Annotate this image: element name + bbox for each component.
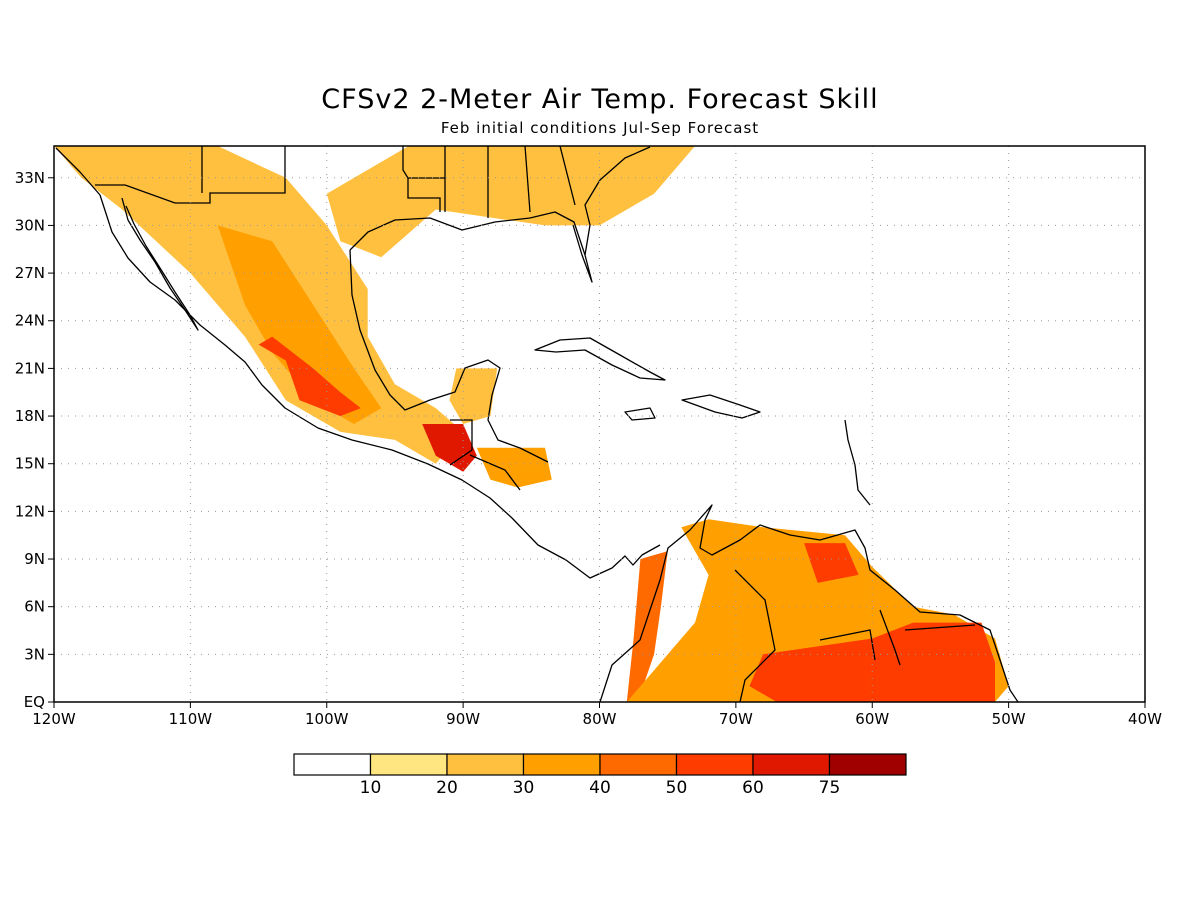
y-tick-label: 3N [24,645,45,663]
y-tick-label: 15N [15,455,45,473]
y-tick-label: EQ [24,693,45,711]
map-title: CFSv2 2-Meter Air Temp. Forecast Skill [321,84,879,115]
x-tick-label: 110W [169,710,213,728]
x-tick-label: 100W [305,710,349,728]
coastline-lesser-antilles [844,419,871,506]
coastline-gulf-of-mexico [349,211,593,463]
skill-region-mexico-west-coast [258,336,361,417]
x-tick-label: 80W [583,710,617,728]
y-tick-label: 33N [15,169,45,187]
y-tick-label: 9N [24,550,45,568]
y-tick-label: 27N [15,264,45,282]
colorbar-label: 20 [436,778,458,798]
longitude-labels: 120W 110W 100W 90W 80W 70W 60W 50W 40W [32,710,1162,728]
x-tick-label: 60W [855,710,889,728]
skill-region-guianas-amazon-core [749,622,995,702]
us-state-borders [402,146,576,218]
skill-region-us-southeast [326,146,695,258]
y-tick-label: 6N [24,598,45,616]
colorbar-label: 50 [666,778,688,798]
y-tick-label: 30N [15,216,45,234]
us-mexico-border [95,146,286,204]
coastline-jamaica [624,407,656,421]
y-tick-label: 18N [15,407,45,425]
coastline-hispaniola [681,394,761,419]
colorbar-label: 75 [819,778,841,798]
colorbar-swatch [828,753,907,776]
colorbar-swatch [599,753,678,776]
map-subtitle: Feb initial conditions Jul-Sep Forecast [440,119,760,137]
y-tick-label: 21N [15,359,45,377]
coastline-layer [55,146,1019,702]
latitude-labels: EQ 3N 6N 9N 12N 15N 18N 21N 24N 27N 30N 33N [15,169,45,711]
coastline-us-atlantic [584,146,651,256]
country-border-layer [95,146,976,702]
colorbar-swatch [446,753,525,776]
skill-region-yucatan [449,368,498,424]
coastline-mexico-pacific [55,147,661,579]
y-tick-label: 12N [15,502,45,520]
axis-ticks [48,177,1146,708]
x-tick-label: 90W [446,710,480,728]
x-tick-label: 40W [1128,710,1162,728]
colorbar-swatch [293,753,372,776]
colorbar-swatch [369,753,448,776]
x-tick-label: 50W [992,710,1026,728]
colorbar-swatch [675,753,754,776]
coastline-cuba [534,337,666,381]
x-tick-label: 70W [719,710,753,728]
skill-region-guatemala [422,424,477,472]
skill-shading-layer [54,146,1009,702]
y-tick-label: 24N [15,312,45,330]
colorbar-label: 30 [513,778,535,798]
colorbar-swatch [752,753,831,776]
colorbar: 10 20 30 40 50 60 75 [293,753,907,798]
skill-region-venezuela-east-core [804,543,859,583]
coastline-south-america-north [599,504,1019,702]
coastline-baja-california [121,197,199,331]
skill-region-mexico-interior [217,225,382,424]
skill-region-honduras [476,447,552,488]
colorbar-label: 40 [589,778,611,798]
central-america-borders [449,419,521,491]
colorbar-label: 10 [360,778,382,798]
colorbar-label: 60 [742,778,764,798]
x-tick-label: 120W [32,710,76,728]
colorbar-swatch [522,753,601,776]
south-america-borders [734,569,976,702]
